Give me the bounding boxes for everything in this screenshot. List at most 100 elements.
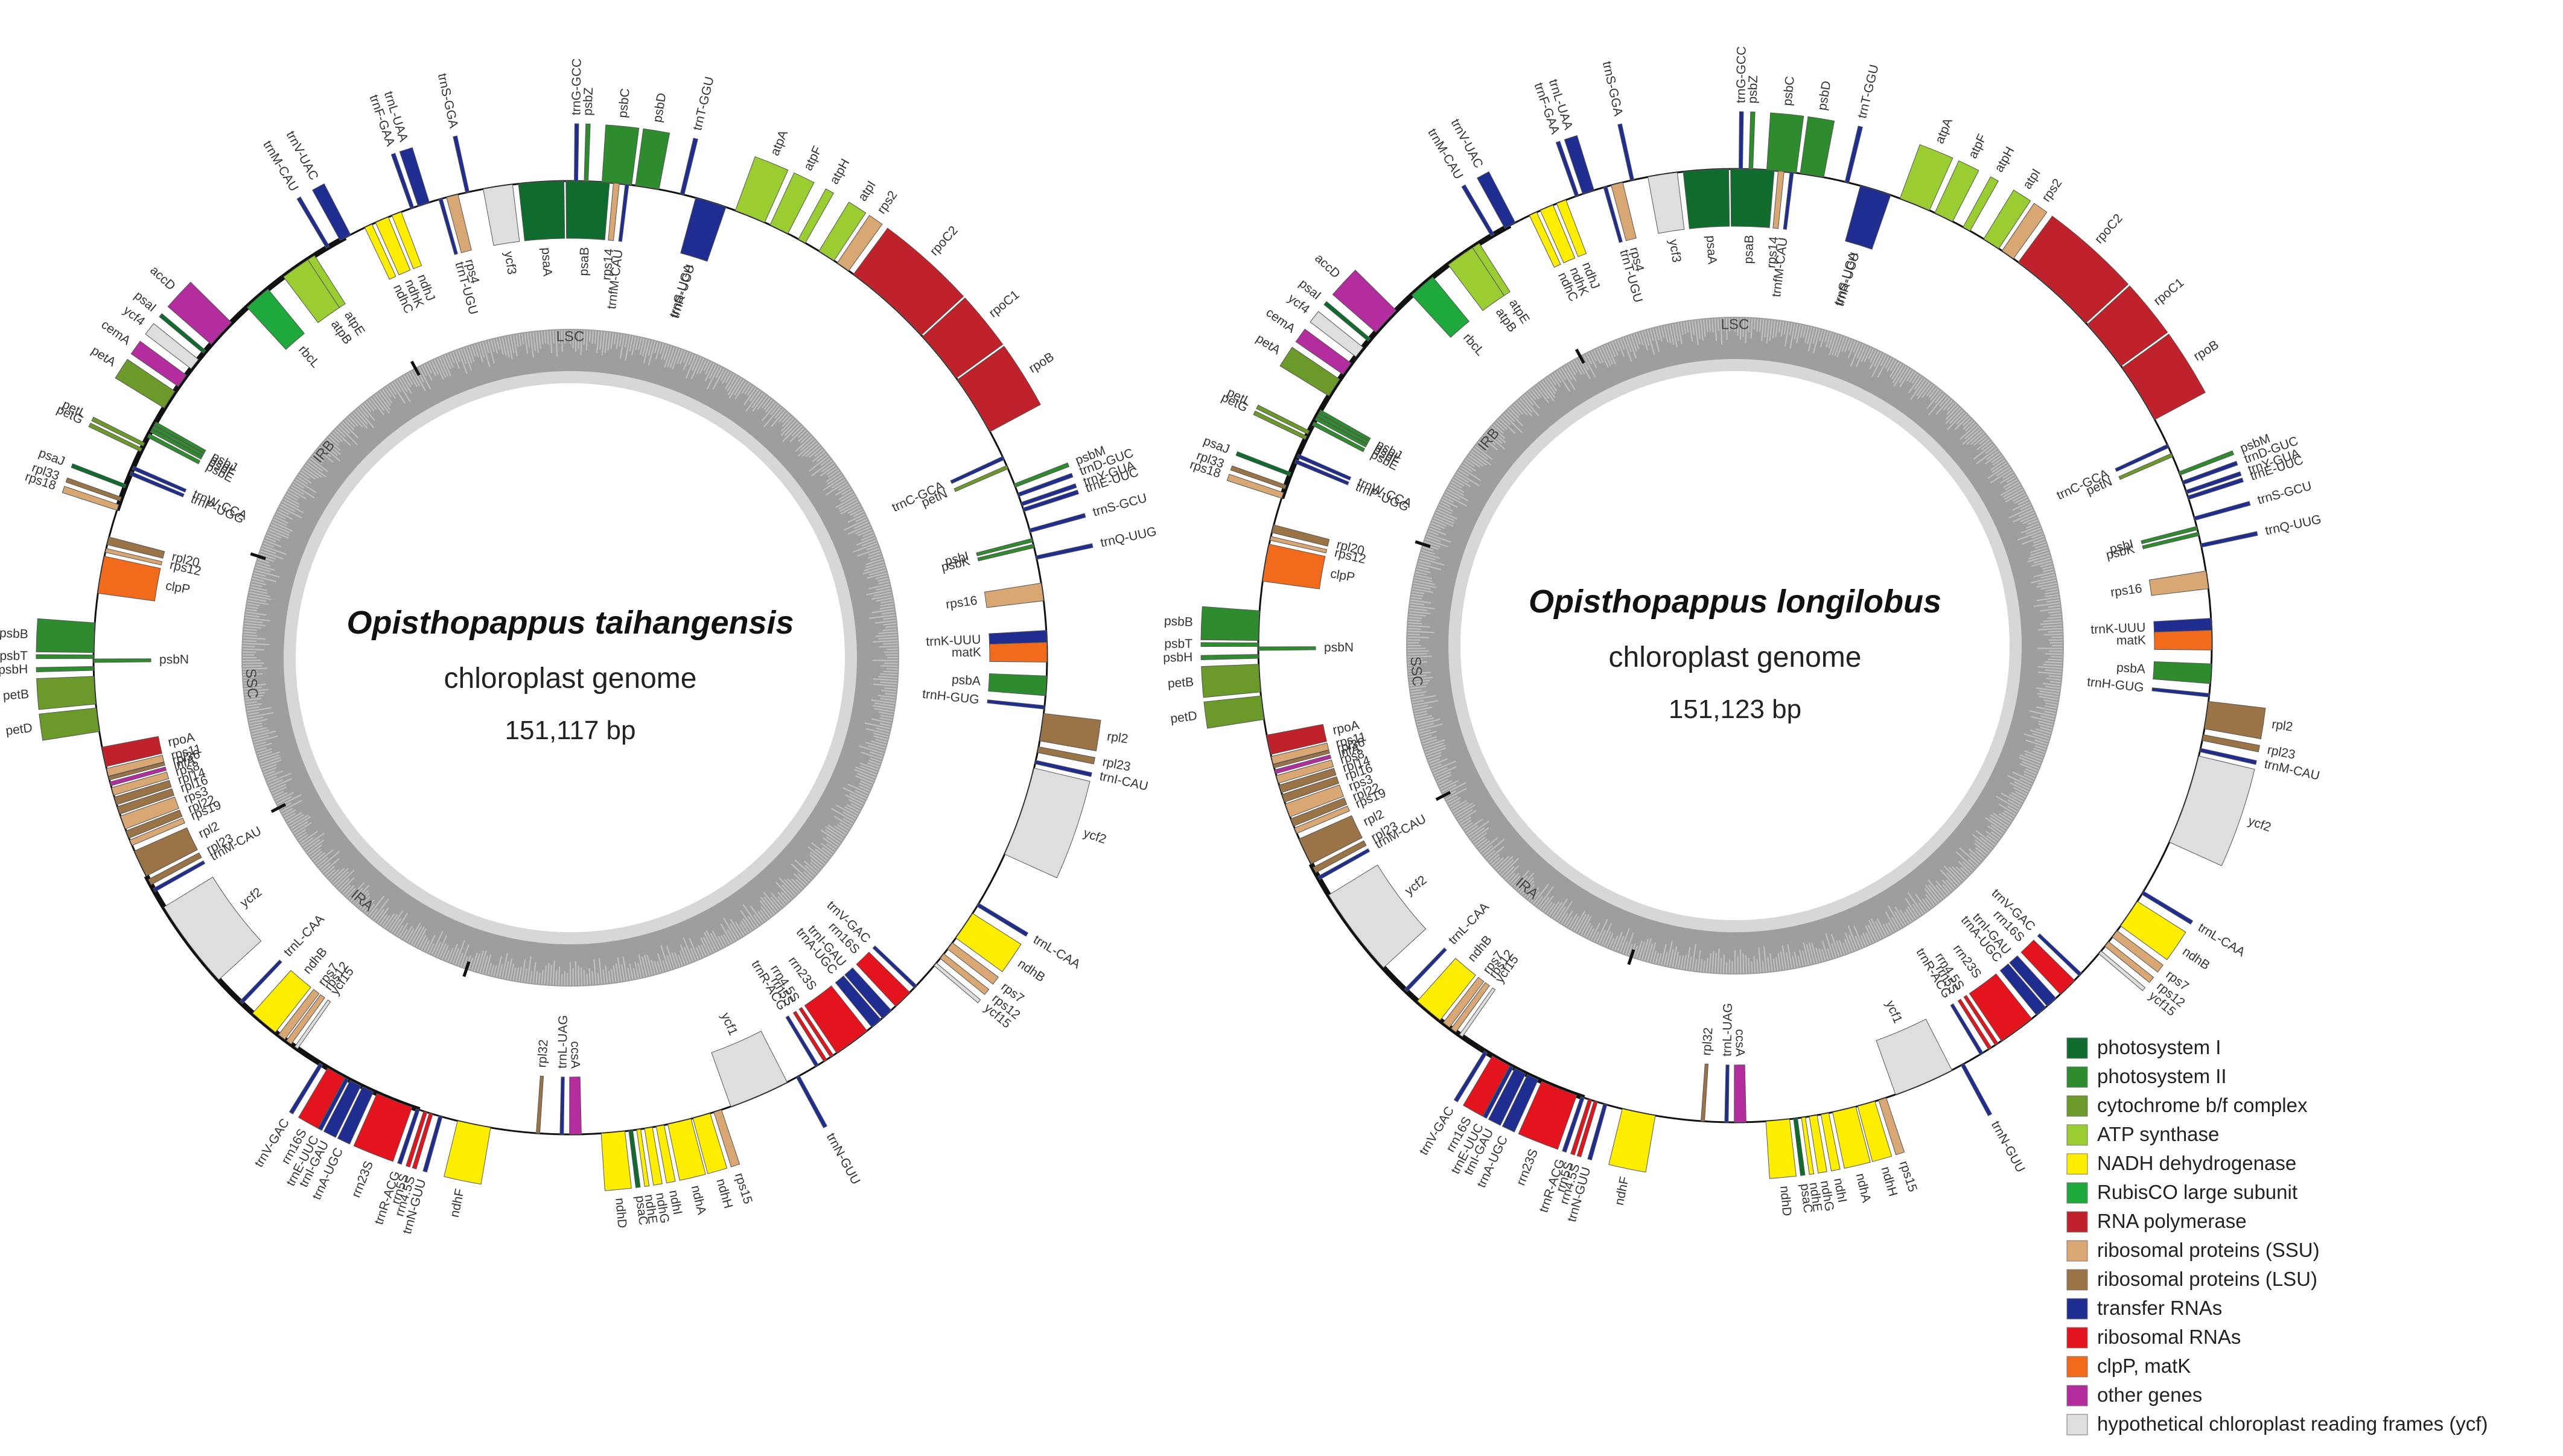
gene-psbE	[1311, 421, 1366, 453]
gene-trnV-UAC	[311, 183, 351, 241]
gene-petB	[1201, 664, 1261, 698]
gene-trnN-GUU	[1960, 1063, 1993, 1116]
gene-trnA-UGC	[337, 1086, 374, 1145]
gene-rrn23S	[353, 1093, 413, 1162]
legend-label: ribosomal RNAs	[2097, 1326, 2241, 1348]
gene-rps7	[1442, 976, 1485, 1028]
gene-label: trnK-UUU	[926, 632, 981, 649]
species-name: Opisthopappus longilobus	[1529, 583, 1941, 620]
region-boundary-tick	[1574, 348, 1585, 364]
gene-matK	[2154, 629, 2212, 650]
gene-label: psaC	[1798, 1183, 1815, 1214]
gene-petD	[1203, 695, 1265, 729]
gene-label: psbZ	[581, 87, 596, 116]
gene-rrn16S	[298, 1067, 346, 1129]
gene-ndhB	[2120, 901, 2186, 961]
gene-rpoC1	[2087, 285, 2168, 367]
gene-rps11	[1271, 742, 1329, 765]
gene-trnY-GUA	[2185, 471, 2242, 494]
gene-label: rpoC1	[2151, 276, 2186, 308]
gene-label: rpl32	[1699, 1027, 1715, 1056]
gene-label: ycf2	[1081, 826, 1108, 847]
gene-psbM	[1013, 462, 1070, 488]
gene-rrn23S	[804, 985, 868, 1054]
gene-rrn5S	[1570, 1099, 1593, 1156]
gene-rrn4.5S	[798, 1006, 834, 1058]
gene-label: psbA	[2116, 661, 2145, 676]
gene-ndhJ	[391, 211, 422, 270]
species-name: Opisthopappus taihangensis	[346, 605, 794, 641]
gene-rpl33	[65, 477, 122, 501]
legend-label: ATP synthase	[2097, 1123, 2219, 1145]
gene-label: rbcL	[296, 343, 322, 370]
gene-label: ndhH	[1878, 1165, 1900, 1198]
gene-label: petA	[1253, 331, 1283, 357]
gene-label: ndhF	[448, 1187, 467, 1219]
gene-label: cemA	[1263, 305, 1297, 335]
gene-petL	[91, 416, 145, 447]
gene-rpl14	[1278, 768, 1337, 793]
gene-atpA	[734, 156, 789, 223]
gene-ndhE	[1801, 1116, 1815, 1175]
gene-rrn5S	[406, 1111, 428, 1168]
gene-trnR-ACG	[785, 1015, 819, 1067]
gene-ndhG	[1809, 1114, 1827, 1174]
gene-label: rps15	[732, 1171, 755, 1206]
gene-petD	[39, 707, 100, 741]
gene-rpl32	[1701, 1063, 1709, 1122]
legend-label: clpP, matK	[2097, 1355, 2191, 1377]
gene-psbF	[150, 428, 203, 460]
gene-label: rbcL	[1460, 331, 1487, 358]
legend-swatch	[2066, 1269, 2088, 1291]
gene-trnA-UGC	[835, 975, 882, 1028]
legend-label: ribosomal proteins (SSU)	[2097, 1239, 2320, 1261]
gene-psbH	[36, 666, 94, 673]
gene-label: psaA	[539, 247, 555, 277]
gene-label: psbN	[1324, 640, 1354, 654]
gene-label: petA	[89, 343, 118, 369]
gene-psbL	[1316, 413, 1369, 445]
gene-ndhH	[692, 1113, 728, 1174]
gene-ndhJ	[1556, 199, 1587, 258]
gene-ndhD	[600, 1131, 632, 1191]
gene-rps12	[2104, 941, 2154, 984]
gene-psaA	[1683, 168, 1730, 229]
legend-label: NADH dehydrogenase	[2097, 1152, 2296, 1174]
gene-trnD-GUC	[2182, 460, 2238, 485]
gene-label: rps15	[1897, 1159, 1920, 1194]
gene-trnV-GAC	[1453, 1051, 1488, 1102]
region-boundary-tick	[1627, 949, 1635, 965]
gene-rps8	[1276, 759, 1334, 784]
gene-psbD	[1800, 116, 1835, 178]
gene-label: rpl2	[2271, 717, 2294, 734]
gene-infA	[109, 766, 167, 786]
gene-rps11	[106, 754, 165, 777]
gene-ycf1	[1876, 1019, 1953, 1095]
gene-rpl23	[2202, 734, 2261, 752]
legend-swatch	[2066, 1095, 2088, 1117]
gene-label: trnQ-UUG	[1099, 524, 1157, 550]
gene-label: psbD	[1815, 80, 1834, 111]
gene-label: psbB	[0, 626, 28, 641]
gene-label: trnH-GUG	[2086, 675, 2144, 695]
gene-label: psaB	[1742, 235, 1757, 264]
gene-ndhG	[644, 1127, 663, 1186]
legend-swatch	[2066, 1153, 2088, 1175]
gene-label: trnG-GCC	[1734, 46, 1748, 103]
gc-content-trace	[1407, 317, 2063, 974]
gene-trnT-UGU	[438, 198, 458, 255]
gene-atpI	[818, 202, 867, 261]
gene-label: psbT	[1164, 637, 1192, 651]
gene-ycf15	[294, 999, 331, 1049]
gene-trnE-UUC	[1482, 1065, 1514, 1119]
gene-trnR-UCU	[680, 197, 727, 262]
gene-rps16	[2148, 570, 2209, 596]
gene-ndhD	[1765, 1119, 1797, 1179]
gene-rrn4.5S	[1576, 1101, 1598, 1157]
gene-label: trnR-UCU	[1833, 251, 1862, 308]
gene-rps12	[285, 994, 325, 1045]
gene-ndhC	[364, 223, 396, 280]
gene-trnS-GCU	[1029, 513, 1086, 533]
gene-trnM-CAU	[1461, 184, 1495, 237]
gene-rpl23	[148, 852, 202, 885]
